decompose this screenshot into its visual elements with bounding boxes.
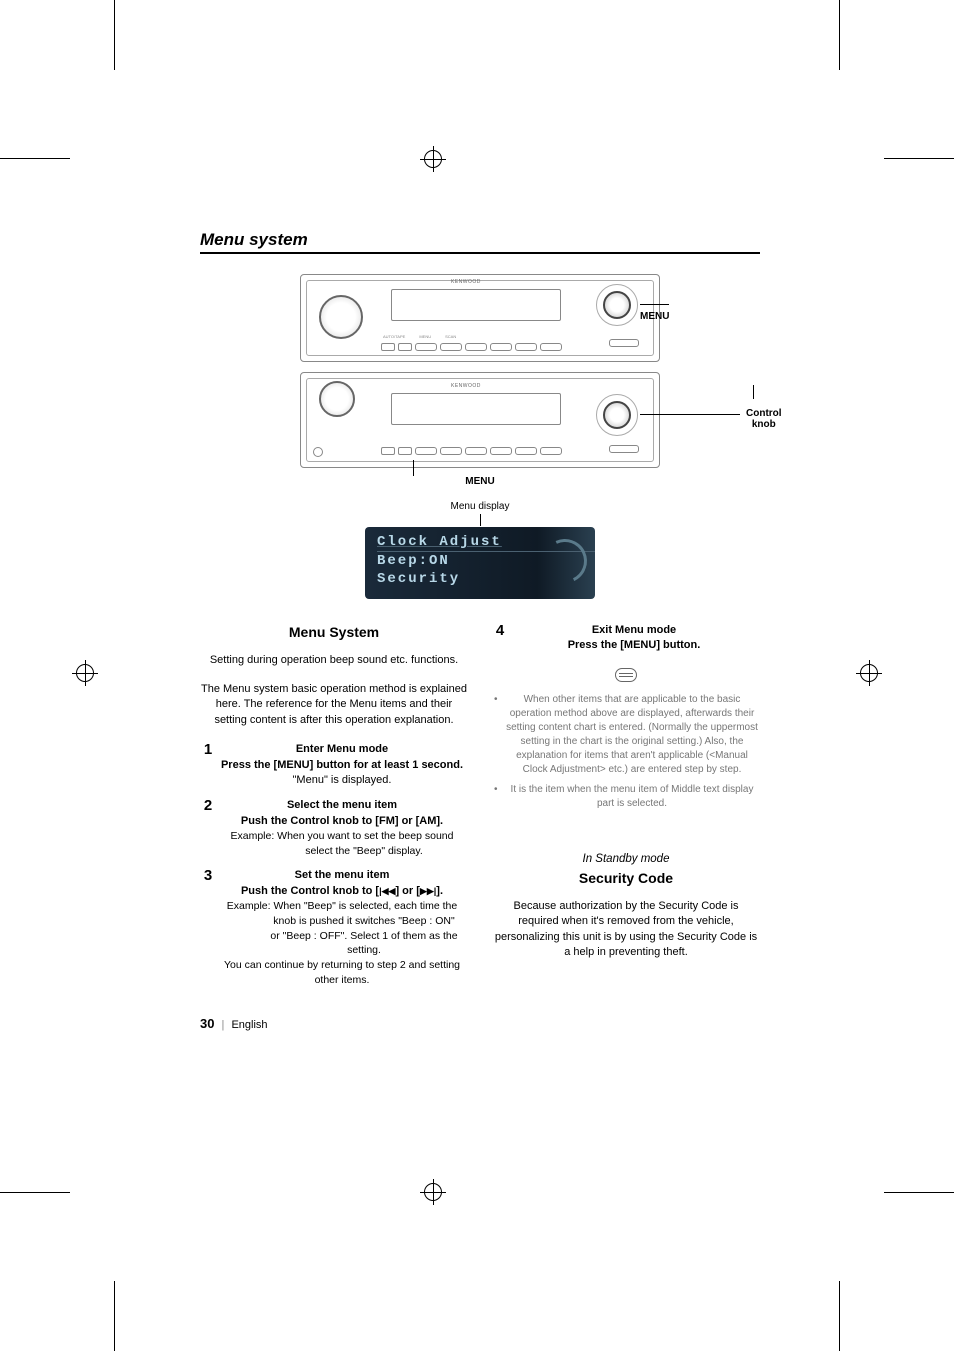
button-row [381, 343, 562, 351]
stereo-diagram-1: KENWOOD AUTO/TAPEMENUSCAN [300, 274, 660, 362]
lcd-display: Clock Adjust Beep:ON Security [365, 527, 595, 599]
page-footer: 30 | English [200, 1016, 268, 1031]
step-1: 1 Enter Menu mode Press the [MENU] butto… [200, 742, 468, 788]
src-button [609, 445, 639, 453]
security-body: Because authorization by the Security Co… [492, 899, 760, 961]
page-number: 30 [200, 1016, 214, 1031]
step-3-instruction: Push the Control knob to [|◀◀] or [▶▶|]. [216, 884, 468, 899]
page-content: Menu system KENWOOD AUTO/TAPEMENUSCAN C [200, 230, 760, 1017]
menu-label-1: MENU [640, 311, 669, 322]
brand-label: KENWOOD [451, 383, 481, 389]
next-track-icon: ▶▶| [420, 885, 436, 898]
right-column: 4 Exit Menu mode Press the [MENU] button… [492, 623, 760, 997]
security-code-header: Security Code [492, 869, 760, 889]
control-knob [603, 291, 631, 319]
brand-label: KENWOOD [451, 279, 481, 285]
lcd-small [391, 289, 561, 321]
lcd-small [391, 393, 561, 425]
page-language: English [231, 1019, 267, 1031]
diagram-area: KENWOOD AUTO/TAPEMENUSCAN Control knob M… [200, 274, 760, 997]
volume-knob [319, 381, 355, 417]
control-knob [603, 401, 631, 429]
page-title: Menu system [200, 230, 760, 254]
step-4: 4 Exit Menu mode Press the [MENU] button… [492, 623, 760, 654]
left-column: Menu System Setting during operation bee… [200, 623, 468, 997]
menu-label-2: MENU [300, 476, 660, 487]
step-3: 3 Set the menu item Push the Control kno… [200, 868, 468, 987]
note-2: It is the item when the menu item of Mid… [504, 783, 760, 811]
button-row [381, 447, 562, 455]
volume-knob [319, 295, 363, 339]
menu-system-header: Menu System [200, 623, 468, 643]
step-2: 2 Select the menu item Push the Control … [200, 798, 468, 858]
note-1: When other items that are applicable to … [504, 693, 760, 777]
content-columns: Menu System Setting during operation bee… [200, 623, 760, 997]
intro-1: Setting during operation beep sound etc.… [200, 653, 468, 668]
menu-display-label: Menu display [300, 501, 660, 512]
prev-track-icon: |◀◀ [379, 885, 395, 898]
src-button [609, 339, 639, 347]
note-icon [615, 668, 637, 682]
mode-label: In Standby mode [492, 851, 760, 867]
notes-list: When other items that are applicable to … [492, 693, 760, 811]
intro-2: The Menu system basic operation method i… [200, 682, 468, 728]
stereo-diagram-2: KENWOOD [300, 372, 660, 468]
callout-control-knob-2: Control knob [746, 408, 782, 430]
